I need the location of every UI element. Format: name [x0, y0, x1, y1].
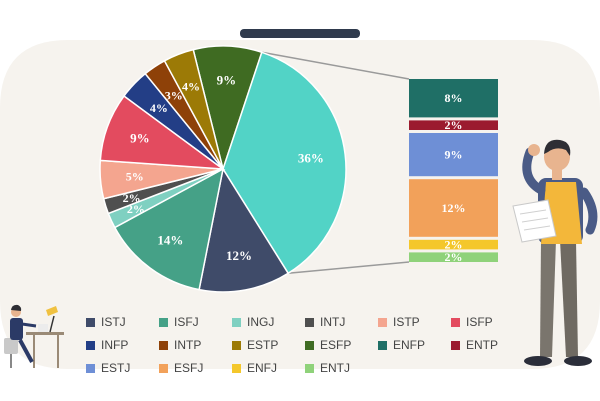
legend-item-estj: ESTJ	[86, 361, 159, 375]
legend-item-istj: ISTJ	[86, 315, 159, 329]
bar-segment-label: 2%	[445, 118, 463, 132]
legend-swatch	[451, 340, 460, 350]
bar-segment-label: 8%	[445, 91, 463, 105]
bar-segment-label: 2%	[445, 238, 463, 252]
legend-label: ENFP	[393, 338, 426, 352]
bar-segment-esfj	[409, 179, 498, 237]
pie-label: 14%	[157, 232, 183, 247]
pie-label: 2%	[123, 191, 141, 205]
pie-label: 4%	[150, 101, 168, 115]
legend-swatch	[86, 317, 95, 327]
legend-swatch	[159, 340, 168, 350]
pie-label: 9%	[217, 73, 237, 88]
card-top-tab	[240, 29, 360, 38]
legend-label: INFP	[101, 338, 129, 352]
legend-item-entp: ENTP	[451, 338, 524, 352]
legend-swatch	[378, 340, 387, 350]
legend-swatch	[378, 317, 387, 327]
legend-label: ESFJ	[174, 361, 204, 375]
legend-label: ENTJ	[320, 361, 350, 375]
bar-segment-estj	[409, 133, 498, 177]
legend-item-enfp: ENFP	[378, 338, 451, 352]
legend-swatch	[305, 317, 314, 327]
pie-label: 36%	[298, 151, 324, 166]
connector-lines	[261, 51, 410, 275]
legend-swatch	[86, 340, 95, 350]
legend-item-infp: INFP	[86, 338, 159, 352]
legend-swatch	[305, 340, 314, 350]
bar-segment-label: 12%	[442, 201, 466, 215]
legend-swatch	[159, 317, 168, 327]
thinking-man-illustration	[512, 139, 598, 366]
pie-slices	[99, 45, 347, 293]
pie-label: 5%	[126, 170, 144, 184]
bar-segment-label: 9%	[445, 148, 463, 162]
legend-label: ISTP	[393, 315, 420, 329]
pie-label: 12%	[226, 248, 252, 263]
desk-worker-illustration	[4, 304, 64, 368]
breakdown-bar: 8%2%9%12%2%2%	[409, 79, 498, 264]
legend-swatch	[232, 317, 241, 327]
pie-label: 3%	[165, 88, 183, 102]
legend-item-istp: ISTP	[378, 315, 451, 329]
legend-item-intp: INTP	[159, 338, 232, 352]
legend-label: ESTJ	[101, 361, 131, 375]
legend-label: ESTP	[247, 338, 279, 352]
legend-label: ENFJ	[247, 361, 277, 375]
bar-segment-entj	[409, 252, 498, 262]
legend-item-enfj: ENFJ	[232, 361, 305, 375]
legend-label: ENTP	[466, 338, 499, 352]
legend-item-entj: ENTJ	[305, 361, 378, 375]
legend-item-esfp: ESFP	[305, 338, 378, 352]
connector-top	[261, 51, 410, 80]
pie-labels: 9% 36% 12% 14% 2%2% 5% 9% 4%3%4%	[123, 73, 324, 264]
bar-segment-enfp	[409, 79, 498, 118]
legend-label: ESFP	[320, 338, 352, 352]
legend-swatch	[305, 363, 314, 373]
bar-segment-enfj	[409, 239, 498, 250]
legend-label: INTJ	[320, 315, 346, 329]
pie-slice-estp	[163, 48, 224, 170]
pie-label: 4%	[182, 79, 200, 93]
pie-slice-isfj	[113, 167, 225, 291]
bar-segment-entp	[409, 120, 498, 130]
legend-item-isfj: ISFJ	[159, 315, 232, 329]
legend-item-intj: INTJ	[305, 315, 378, 329]
legend-swatch	[232, 340, 241, 350]
connector-bottom	[288, 261, 410, 275]
chart-legend: ISTJ ISFJ INGJ INTJ ISTP ISFP INFP INTP ESTP ESFP…	[86, 315, 526, 375]
pie-label: 9%	[130, 130, 150, 145]
legend-swatch	[159, 363, 168, 373]
bar-segment-label: 2%	[445, 250, 463, 264]
legend-swatch	[86, 363, 95, 373]
pie-label: 2%	[127, 202, 145, 216]
legend-label: ISTJ	[101, 315, 126, 329]
legend-label: ISFP	[466, 315, 493, 329]
legend-item-isfp: ISFP	[451, 315, 524, 329]
legend-item-estp: ESTP	[232, 338, 305, 352]
legend-swatch	[451, 317, 460, 327]
pie-slice-istj	[198, 166, 290, 293]
legend-label: ISFJ	[174, 315, 199, 329]
legend-label: INGJ	[247, 315, 275, 329]
legend-swatch	[232, 363, 241, 373]
legend-label: INTP	[174, 338, 202, 352]
legend-item-ingj: INGJ	[232, 315, 305, 329]
legend-item-esfj: ESFJ	[159, 361, 232, 375]
